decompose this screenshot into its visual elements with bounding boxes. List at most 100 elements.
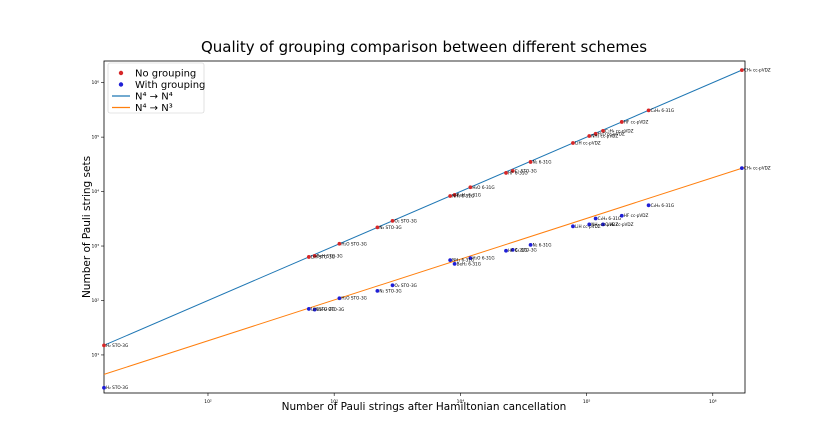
point-label: N₂ STO-3G [379, 225, 401, 230]
data-point [448, 194, 453, 198]
point-label: H₂O STO-3G [341, 296, 367, 301]
data-point [452, 261, 457, 266]
data-point [510, 168, 515, 173]
point-label: HF cc-pVDZ [624, 119, 649, 124]
point-label: BeH₂ STO-3G [317, 307, 345, 312]
y-tick-label: 10² [91, 298, 99, 304]
fit-lines [103, 68, 746, 375]
data-point [102, 385, 106, 390]
legend-entry-label: No grouping [135, 69, 196, 80]
y-axis-ticks: 10¹ 10² 10³ 10⁴ 10⁵ 10⁶ [91, 80, 104, 358]
x-tick-label: 10⁶ [709, 399, 717, 405]
point-label: BeH STO-3G [317, 253, 343, 258]
data-point [102, 343, 106, 348]
point-label: N₂ 6-31G [533, 242, 552, 247]
y-tick-label: 10³ [91, 244, 99, 250]
data-point [452, 192, 457, 197]
data-point [390, 218, 395, 223]
data-point [601, 129, 605, 133]
data-point [337, 241, 342, 246]
point-label: N₂ 6-31G [533, 159, 552, 164]
point-label: C₂ STO-3G [515, 168, 537, 173]
y-tick-label: 10⁵ [91, 135, 99, 141]
data-points [102, 68, 744, 390]
point-label: H₂O cc-pVDZ [598, 131, 625, 136]
legend-frame [107, 62, 205, 114]
point-label: NH₃ 6-31G [452, 258, 474, 263]
x-tick-label: 10³ [330, 399, 338, 405]
point-label: LiH cc-pVDZ [575, 140, 601, 145]
x-tick-label: 10² [204, 399, 212, 405]
data-point [587, 222, 592, 227]
point-label: CH₄ cc-pVDZ [744, 68, 771, 73]
y-tick-label: 10⁴ [91, 189, 99, 195]
point-label: H₂O 6-31G [472, 256, 494, 261]
data-point [646, 108, 651, 113]
point-label: C₂H₆ 6-31G [651, 203, 675, 208]
point-label: BeH₂ 6-31G [457, 192, 481, 197]
series-line-3 [103, 166, 746, 375]
data-point [504, 248, 508, 253]
x-tick-label: 10⁴ [457, 399, 465, 405]
point-label: H₂ STO-3G [106, 385, 128, 390]
data-point [646, 203, 651, 208]
point-label: CH₄ cc-pVDZ [744, 166, 771, 171]
point-label: LiH STO-3G [311, 306, 335, 311]
point-label: HF 6-31G [508, 248, 528, 253]
data-point [528, 242, 533, 247]
data-point [619, 213, 624, 218]
data-point [448, 258, 453, 263]
data-point [337, 296, 342, 301]
point-label: O₂ STO-3G [395, 283, 417, 288]
point-label: LiH cc-pVDZ [575, 224, 601, 229]
point-label: H₂O 6-31G [472, 185, 494, 190]
data-point [312, 253, 317, 258]
series-line-2 [103, 68, 746, 346]
point-labels: H₂ STO-3G LiH STO-3G BeH STO-3G H₂O STO-3G N… [106, 68, 771, 391]
chart-title: Quality of grouping comparison between d… [201, 38, 647, 56]
data-point [739, 166, 744, 170]
data-point [510, 247, 515, 252]
y-tick-label: 10⁶ [91, 80, 99, 86]
x-axis-ticks: 10² 10³ 10⁴ 10⁵ 10⁶ [204, 393, 717, 405]
point-label: NH₃ 6-31G [452, 193, 474, 198]
data-point [601, 222, 605, 227]
data-point [375, 225, 380, 230]
data-point [528, 160, 533, 164]
data-point [593, 216, 598, 221]
point-label: HF cc-pVDZ [624, 213, 649, 218]
data-point [619, 120, 624, 124]
plot-area-frame [103, 60, 746, 394]
point-label: H₂O STO-3G [341, 241, 367, 246]
data-point [375, 288, 380, 293]
x-axis-label: Number of Pauli strings after Hamiltonia… [282, 401, 567, 413]
point-label: C₂H₄ 6-31G [598, 216, 622, 221]
point-label: BeH₂ 6-31G [457, 261, 481, 266]
data-point [312, 307, 317, 312]
legend-entry-label: N⁴ → N⁴ [135, 92, 173, 103]
point-label: C₂H₆ 6-31G [651, 108, 675, 113]
point-label: H₂ STO-3G [106, 343, 128, 348]
data-point [504, 171, 508, 175]
data-point [468, 256, 473, 261]
data-point [739, 68, 744, 73]
y-axis-label: Number of Pauli string sets [81, 156, 93, 298]
point-label: C₂H₄ cc-pVDZ [605, 128, 634, 133]
x-tick-label: 10⁵ [583, 399, 591, 405]
data-point [306, 255, 311, 259]
point-label: HF 6-31G [508, 170, 528, 175]
data-point [571, 141, 575, 145]
point-label: NH₃ cc-pVDZ [591, 133, 618, 138]
point-label: NH₃ cc-pVDZ [591, 222, 618, 227]
point-label: C₂ STO-3G [515, 247, 537, 252]
data-point [571, 224, 575, 229]
data-point [593, 131, 598, 136]
data-point [587, 134, 592, 138]
point-label: O₂ STO-3G [395, 218, 417, 223]
legend-entry-label: With grouping [135, 80, 205, 91]
point-label: N₂ STO-3G [379, 288, 401, 293]
data-point [390, 283, 395, 288]
point-label: C₂H₄ cc-pVDZ [605, 222, 634, 227]
